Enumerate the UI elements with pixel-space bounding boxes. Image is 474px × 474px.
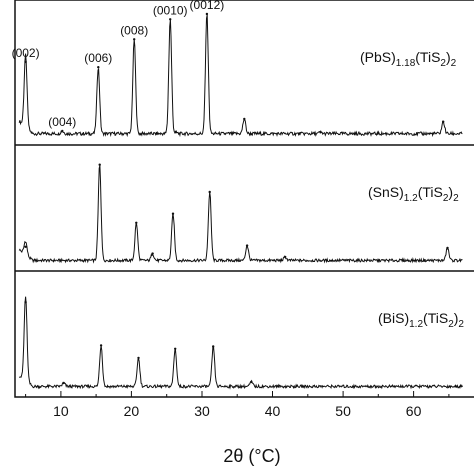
peak-point <box>446 246 449 250</box>
peak-point <box>212 345 215 348</box>
peak-point <box>205 12 209 16</box>
peak-label: (006) <box>84 51 112 65</box>
peak-point <box>284 255 287 259</box>
x-tick-label: 40 <box>265 403 281 419</box>
x-tick-label: 60 <box>406 403 422 419</box>
peak-point <box>319 131 322 134</box>
pattern-line-2 <box>18 165 463 264</box>
peak-point <box>24 300 27 304</box>
peak-label: (0010) <box>153 3 188 17</box>
peak-point <box>174 131 178 134</box>
peak-label: (0012) <box>190 0 225 12</box>
peak-point <box>151 252 154 255</box>
x-axis: 10 20 30 40 50 60 <box>25 391 450 419</box>
pattern-line-3 <box>19 296 463 390</box>
plot-area <box>14 0 474 398</box>
x-tick-label: 10 <box>53 403 69 419</box>
peak-point <box>24 245 27 248</box>
peak-point <box>135 221 138 224</box>
peak-point <box>245 244 249 247</box>
peak-point <box>208 190 211 194</box>
peak-point <box>98 163 101 166</box>
x-tick-label: 20 <box>124 403 140 419</box>
peak-point <box>171 212 175 215</box>
peak-label: (004) <box>48 115 76 129</box>
peak-point <box>24 60 27 64</box>
peak-point <box>250 380 253 384</box>
peak-point <box>137 356 140 360</box>
peak-label: (008) <box>120 23 148 37</box>
panel-label-2: (SnS)1.2(TiS2)2 <box>368 184 459 204</box>
peak-point <box>454 385 458 388</box>
panel-3: (BiS)1.2(TiS2)2 <box>19 296 464 390</box>
panel-2: (SnS)1.2(TiS2)2 <box>18 163 463 264</box>
panels-layer: (002) (004) (006) (008) (0010) (0012) (PbS)1.1… <box>12 0 464 390</box>
peak-point <box>243 117 246 121</box>
peak-point <box>62 381 65 385</box>
peak-point <box>61 129 64 133</box>
panel-1: (002) (004) (006) (008) (0010) (0012) (PbS)1.1… <box>12 0 463 138</box>
peak-label: (002) <box>12 46 40 60</box>
plot-frame <box>14 0 474 398</box>
x-axis-title: 2θ (°C) <box>223 446 280 466</box>
panel-label-1: (PbS)1.18(TiS2)2 <box>360 49 457 69</box>
panel-label-3: (BiS)1.2(TiS2)2 <box>378 310 464 330</box>
peak-point <box>174 347 177 350</box>
peak-point <box>442 120 445 123</box>
x-tick-label: 30 <box>194 403 210 419</box>
peak-point <box>97 66 100 69</box>
x-tick-label: 50 <box>335 403 351 419</box>
peak-point <box>133 38 136 41</box>
peak-point <box>169 18 172 21</box>
pattern-line-1 <box>18 14 463 138</box>
peak-point <box>99 344 103 347</box>
